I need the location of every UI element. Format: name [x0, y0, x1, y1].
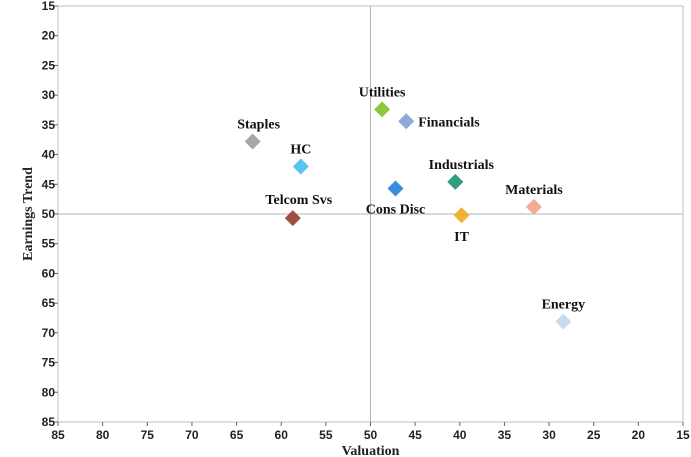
point-utilities: [374, 101, 391, 118]
y-axis: 15 20 25 30 35 40 45 50 55 60 65 70 75 80 85: [42, 0, 58, 429]
point-it: [453, 207, 470, 224]
y-tick-label: 65: [42, 296, 56, 310]
point-materials: [525, 198, 542, 215]
y-tick-label: 70: [42, 326, 56, 340]
y-tick-label: 60: [42, 266, 56, 280]
x-tick-label: 40: [453, 428, 467, 442]
y-tick-label: 45: [42, 177, 56, 191]
y-tick-label: 85: [42, 415, 56, 429]
y-axis-title: Earnings Trend: [21, 167, 36, 261]
x-tick-label: 65: [230, 428, 244, 442]
x-tick-label: 45: [408, 428, 422, 442]
point-staples: [244, 133, 261, 150]
point-energy: [555, 313, 572, 330]
label-it: IT: [454, 230, 469, 245]
x-tick-label: 30: [542, 428, 556, 442]
data-points: Utilities Financials Staples HC Industrials C…: [237, 85, 586, 330]
label-energy: Energy: [542, 298, 586, 313]
y-tick-label: 30: [42, 88, 56, 102]
label-industrials: Industrials: [429, 158, 495, 173]
label-hc: HC: [290, 142, 311, 157]
x-tick-label: 50: [364, 428, 378, 442]
x-tick-label: 35: [498, 428, 512, 442]
point-cons-disc: [387, 180, 404, 197]
y-tick-label: 25: [42, 58, 56, 72]
x-tick-label: 85: [51, 428, 65, 442]
x-tick-label: 20: [632, 428, 646, 442]
y-tick-label: 40: [42, 148, 56, 162]
point-industrials: [447, 173, 464, 190]
point-telcom-svs: [284, 210, 301, 227]
label-staples: Staples: [237, 117, 280, 132]
label-cons-disc: Cons Disc: [366, 202, 426, 217]
x-tick-label: 75: [141, 428, 155, 442]
x-tick-label: 15: [676, 428, 690, 442]
y-tick-label: 35: [42, 118, 56, 132]
y-tick-label: 55: [42, 237, 56, 251]
label-utilities: Utilities: [359, 85, 406, 100]
y-tick-label: 50: [42, 207, 56, 221]
point-financials: [398, 113, 415, 130]
y-tick-label: 80: [42, 385, 56, 399]
quadrant-lines: [58, 6, 683, 422]
label-financials: Financials: [418, 115, 480, 130]
x-tick-label: 80: [96, 428, 110, 442]
x-tick-label: 70: [185, 428, 199, 442]
label-materials: Materials: [505, 183, 563, 198]
x-tick-label: 55: [319, 428, 333, 442]
x-axis: 85 80 75 70 65 60 55 50 45 40 35 30 25 20 15: [51, 422, 690, 442]
y-tick-label: 75: [42, 356, 56, 370]
y-tick-label: 20: [42, 29, 56, 43]
x-tick-label: 60: [275, 428, 289, 442]
point-hc: [292, 158, 309, 175]
x-tick-label: 25: [587, 428, 601, 442]
x-axis-title: Valuation: [342, 444, 400, 457]
label-telcom-svs: Telcom Svs: [265, 193, 332, 208]
y-tick-label: 15: [42, 0, 56, 13]
